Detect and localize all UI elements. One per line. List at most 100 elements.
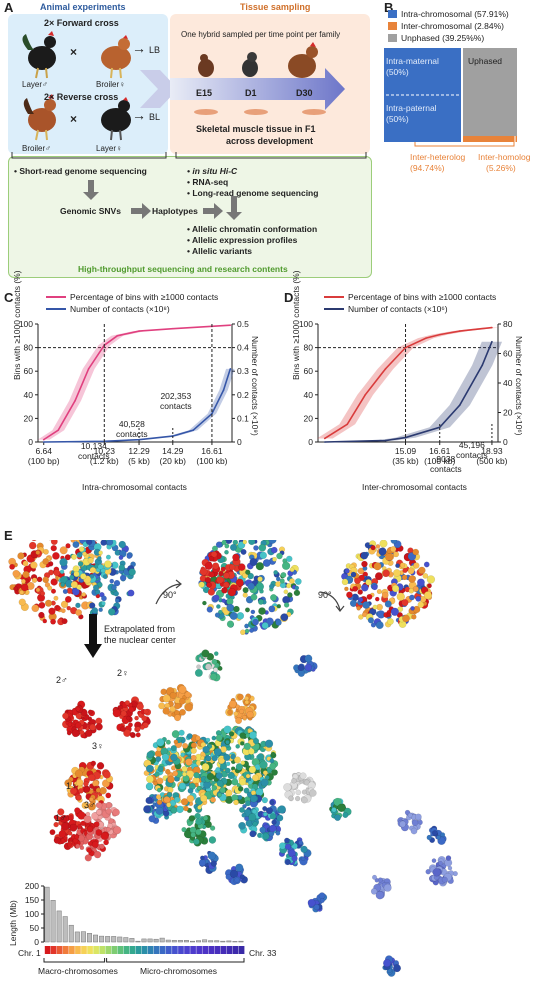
chromatin-bead xyxy=(50,578,58,586)
panel-d-label: D xyxy=(284,290,294,305)
chromatin-bead xyxy=(233,799,239,806)
length-bar xyxy=(44,886,50,943)
chromatin-bead xyxy=(145,782,154,791)
chromatin-bead xyxy=(43,548,49,555)
chromatin-bead xyxy=(410,827,418,835)
chromatin-bead xyxy=(185,758,193,766)
chromosome-color-swatch xyxy=(75,946,81,954)
chart-c: 0 20 40 60 80 100 0 0.1 0.2 0.3 0.4 0.5 6.64(100 bp)… xyxy=(19,319,249,466)
territory-blue-6 xyxy=(307,892,328,913)
chromatin-bead xyxy=(242,587,249,594)
reverse-cross-label: 2× Reverse cross xyxy=(44,92,119,102)
bins-series-line xyxy=(43,324,231,441)
development-arrow xyxy=(140,68,345,110)
chromatin-bead xyxy=(269,824,277,833)
chromatin-bead xyxy=(390,546,397,553)
bins-series-point xyxy=(138,330,140,332)
chromatin-bead xyxy=(78,546,85,552)
chromatin-bead xyxy=(344,568,350,574)
chromatin-bead xyxy=(289,567,295,573)
y-tick-label-left: 20 xyxy=(304,413,314,423)
chromatin-bead xyxy=(262,832,270,840)
chromatin-bead xyxy=(300,856,306,861)
chromatin-bead xyxy=(92,584,100,591)
chromatin-bead xyxy=(342,812,349,819)
chromatin-bead xyxy=(230,753,236,760)
chromatin-bead xyxy=(261,797,268,804)
chromatin-bead xyxy=(52,552,60,560)
length-bar xyxy=(80,931,86,943)
length-bar xyxy=(105,936,111,943)
chromatin-bead xyxy=(412,585,419,592)
chromatin-bead xyxy=(242,715,247,720)
chromatin-bead xyxy=(205,755,212,762)
chromatin-bead xyxy=(20,583,29,592)
chromatin-bead xyxy=(249,830,257,838)
chromatin-bead xyxy=(297,664,305,672)
chromatin-bead xyxy=(13,586,18,592)
chromatin-bead xyxy=(80,820,86,827)
chromatin-bead xyxy=(228,731,235,737)
chromatin-bead xyxy=(376,589,382,595)
chromatin-bead xyxy=(215,734,223,742)
length-bar xyxy=(202,939,208,943)
chromatin-bead xyxy=(215,541,223,548)
chromosome-3d-structures xyxy=(8,540,458,977)
chromosome-color-swatch xyxy=(159,946,166,954)
chromosome-color-swatch xyxy=(166,946,172,954)
chromatin-bead xyxy=(169,705,176,713)
chromatin-bead xyxy=(178,729,185,736)
chart-c-ann1-text: contacts xyxy=(160,401,192,411)
chromosome-color-swatch xyxy=(69,946,75,954)
chromatin-bead xyxy=(238,778,247,786)
chromatin-bead xyxy=(148,815,156,823)
chromatin-bead xyxy=(399,562,406,568)
chromatin-bead xyxy=(382,569,390,578)
chromatin-bead xyxy=(255,562,265,571)
cross-symbol-forward: × xyxy=(70,45,78,59)
chromatin-bead xyxy=(441,876,448,883)
chromatin-bead xyxy=(66,605,71,611)
chromatin-bead xyxy=(235,763,244,771)
rotation-label-1: 90° xyxy=(163,590,177,600)
unphased-label: Uphased xyxy=(468,56,503,66)
length-bar xyxy=(56,910,62,943)
bins-series-band xyxy=(37,325,237,440)
chromatin-bead xyxy=(362,601,371,609)
rotate-arrow-1-icon xyxy=(155,583,181,605)
chromatin-bead xyxy=(195,735,201,741)
bins-series-point xyxy=(74,399,76,402)
chromatin-bead xyxy=(178,685,187,694)
chromatin-bead xyxy=(183,805,189,812)
chromatin-bead xyxy=(75,706,81,712)
chart-d-ann2: 9038 contacts xyxy=(430,454,462,474)
chart-d-ylabel-right: Number of contacts (×10⁶) xyxy=(514,336,524,436)
chromatin-bead xyxy=(259,551,267,560)
chromatin-bead xyxy=(87,557,94,564)
chromatin-bead xyxy=(104,560,112,568)
y-tick-label-right: 0.3 xyxy=(237,366,249,376)
chromatin-bead xyxy=(391,584,400,593)
chromatin-bead xyxy=(136,702,144,711)
chromatin-bead xyxy=(259,760,268,769)
panel-c-legend-2: Number of contacts (×10⁸) xyxy=(70,304,170,314)
chromatin-bead xyxy=(220,566,226,572)
chart-c-xlabel: Intra-chromosomal contacts xyxy=(82,482,187,492)
chromatin-bead xyxy=(83,815,92,824)
chromatin-bead xyxy=(190,742,198,749)
length-bar xyxy=(62,916,68,943)
animal-experiments-title: Animal experiments xyxy=(40,2,126,12)
intra-paternal-label: Intra-paternal xyxy=(386,103,437,113)
chromatin-bead xyxy=(85,540,93,545)
chromatin-bead xyxy=(200,741,207,748)
chromatin-bead xyxy=(190,747,197,754)
chromatin-bead xyxy=(385,553,393,561)
chromatin-bead xyxy=(174,714,181,722)
bins-series-point xyxy=(491,326,493,329)
layer-rooster-icon xyxy=(22,31,56,79)
chromatin-bead xyxy=(141,715,148,722)
chromatin-bead xyxy=(231,778,239,786)
chromosome-color-swatch xyxy=(105,946,112,954)
territory-lavender-3 xyxy=(370,874,392,900)
chromatin-bead xyxy=(200,794,208,803)
